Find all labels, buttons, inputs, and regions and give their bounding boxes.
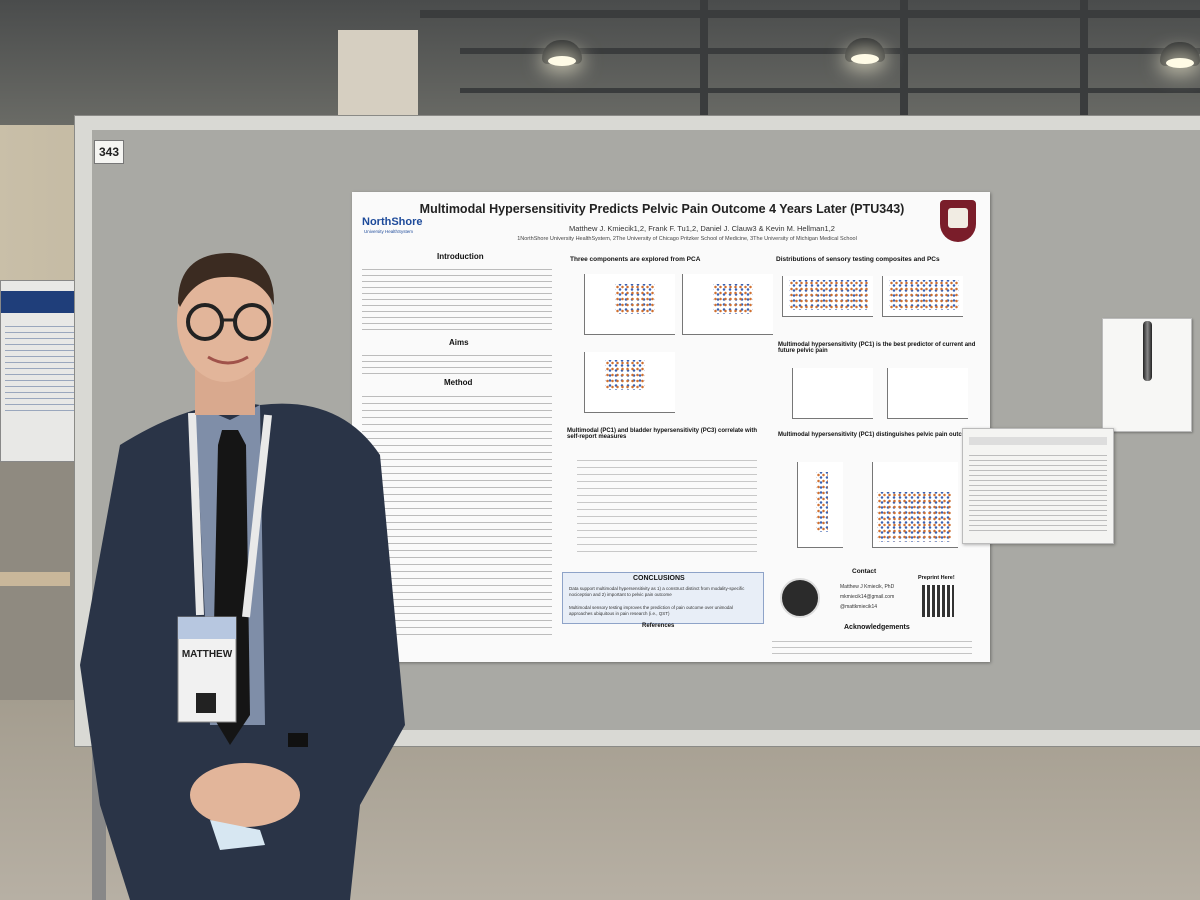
conclusion-1: Data support multimodal hypersensitivity… [569,586,745,597]
poster-affiliations: 1NorthShore University HealthSystem, 2Th… [517,236,857,242]
section-acknowledgements: Acknowledgements [844,624,910,631]
section-references: References [642,623,675,629]
conclusions-heading: CONCLUSIONS [633,575,685,582]
pillar [338,30,418,125]
correlation-table [577,454,757,554]
contact-email: mkmiecik14@gmail.com [840,594,895,600]
pca-plot-2 [682,274,773,335]
presenter-person: MATTHEW [80,253,405,900]
section-contact: Contact [852,568,877,575]
poster-title: Multimodal Hypersensitivity Predicts Pel… [419,202,905,216]
distinguish-plot-1 [797,462,843,548]
predictor-plot-1 [792,368,873,419]
contact-name: Matthew J Kmiecik, PhD [840,584,895,590]
pca-plot-3 [584,352,675,413]
ceiling-lamp [1160,42,1200,68]
section-pca: Three components are explored from PCA [570,256,701,263]
adjacent-poster [0,280,82,462]
pen-icon [1143,321,1152,381]
section-best-predictor: Multimodal hypersensitivity (PC1) is the… [778,342,976,354]
distinguish-plot-2 [872,462,958,548]
poster-authors: Matthew J. Kmiecik1,2, Frank F. Tu1,2, D… [569,224,835,233]
badge-name: MATTHEW [182,649,233,660]
conclusions-box: CONCLUSIONS Data support multimodal hype… [562,572,764,624]
ceiling [0,0,1200,125]
research-poster: NorthShore University HealthSystem Multi… [352,192,990,662]
section-aims: Aims [449,338,469,347]
predictor-plot-2 [887,368,968,419]
author-avatar [780,578,820,618]
distribution-plot-1 [782,276,873,317]
preprint-label: Preprint Here! [918,575,955,581]
section-distinguishes: Multimodal hypersensitivity (PC1) distin… [778,432,975,438]
qr-code-icon [922,585,954,617]
poster-handout [962,428,1114,544]
pca-plot-1 [584,274,675,335]
introduction-text [362,264,552,334]
section-method: Method [444,378,473,387]
method-text [362,390,552,640]
aims-text [362,350,552,374]
northshore-logo-subtext: University HealthSystem [364,229,414,234]
distribution-plot-2 [882,276,963,317]
ceiling-lamp [845,38,885,64]
northshore-logo: NorthShore [362,216,423,228]
railing [0,572,70,586]
contact-handle: @mattkmiecik14 [840,604,878,610]
section-correlate: Multimodal (PC1) and bladder hypersensit… [567,428,758,440]
university-crest-icon [940,200,976,242]
acknowledgements-text [772,636,972,656]
ceiling-lamp [542,40,582,66]
section-introduction: Introduction [437,252,484,261]
conclusion-2: Multimodal sensory testing improves the … [569,605,733,616]
section-distributions: Distributions of sensory testing composi… [776,256,940,263]
board-number: 343 [94,140,124,164]
